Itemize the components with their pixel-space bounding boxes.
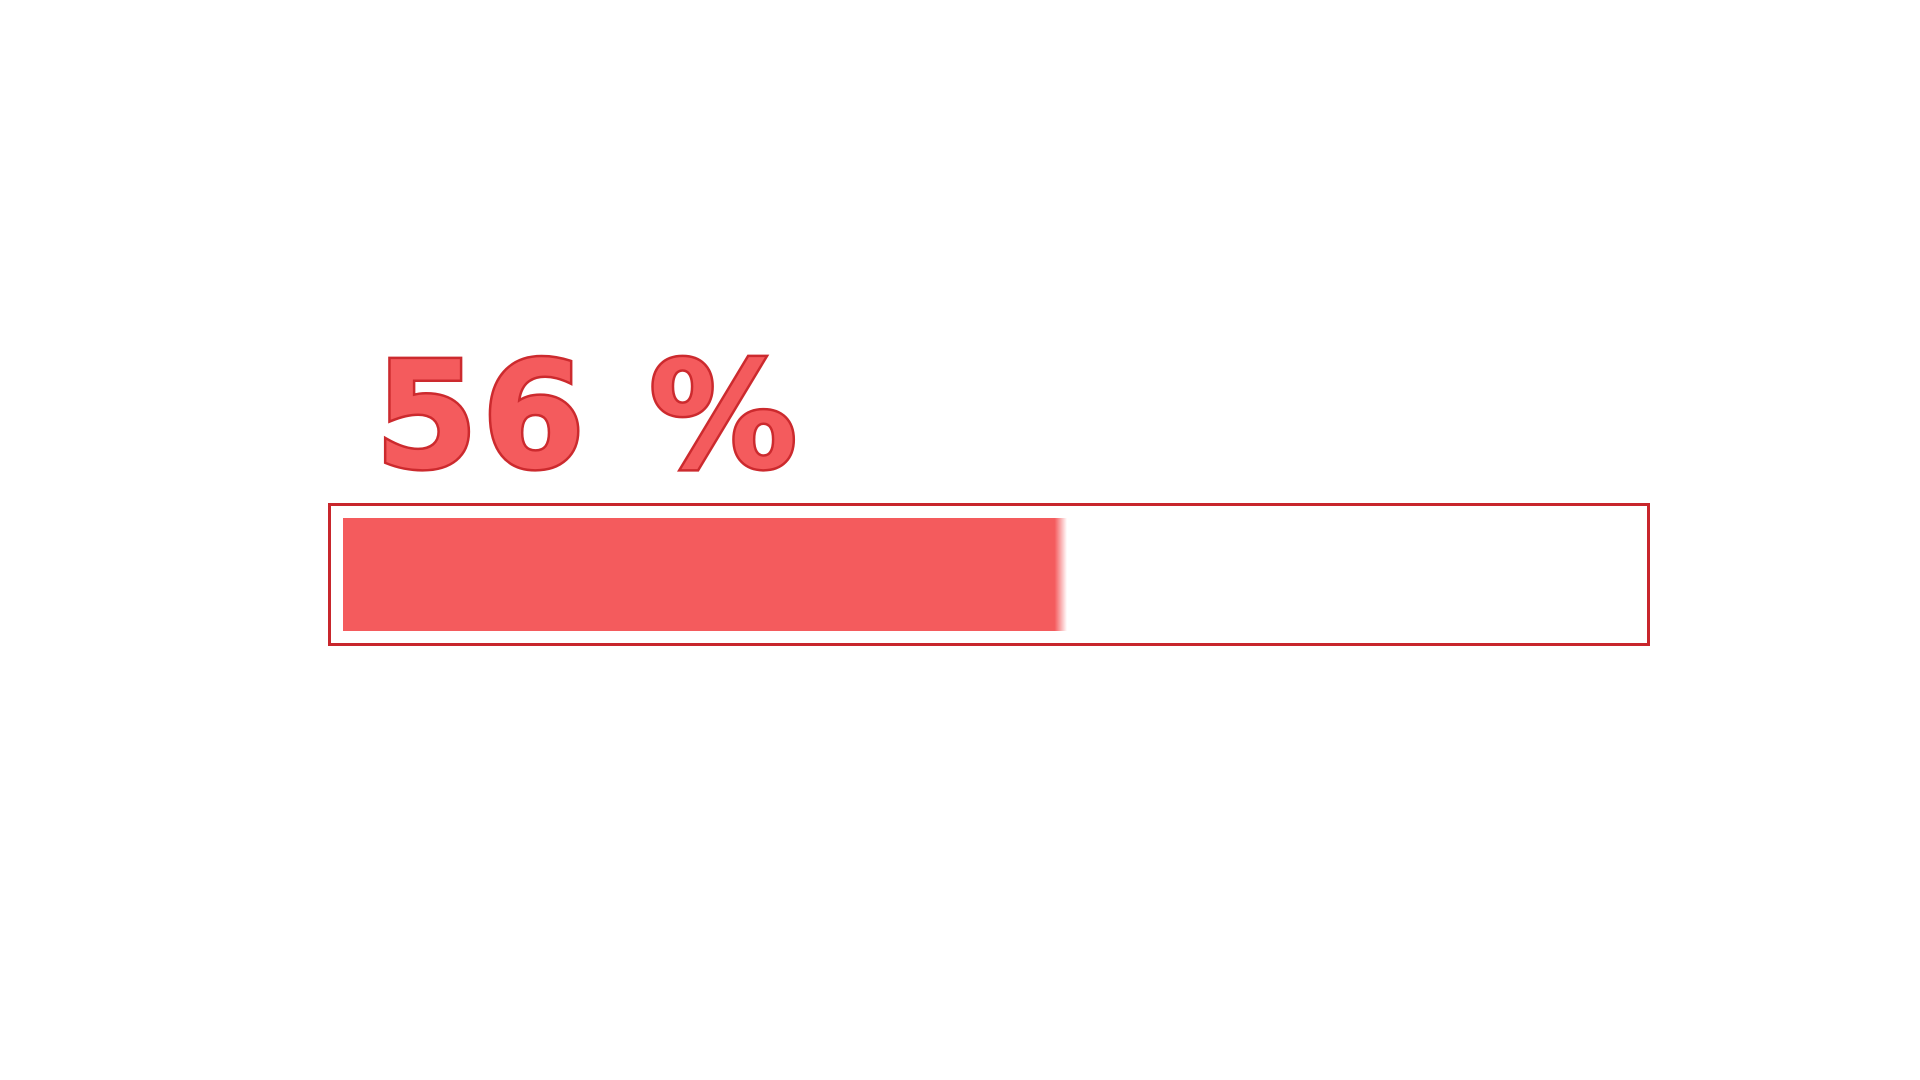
- progress-percent-label: 56 %: [373, 330, 802, 502]
- progress-fill: [343, 518, 1067, 631]
- percent-sign: %: [646, 330, 802, 502]
- progress-track: [343, 518, 1635, 631]
- progress-bar: [328, 503, 1650, 646]
- progress-value: 56: [373, 330, 589, 502]
